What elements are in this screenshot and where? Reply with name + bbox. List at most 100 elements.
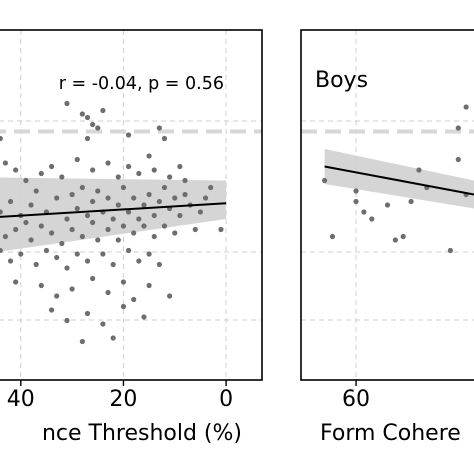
left-data-point (146, 191, 152, 198)
left-data-point (74, 156, 80, 163)
left-data-point (156, 198, 162, 205)
left-data-point (161, 223, 168, 229)
left-data-point (218, 226, 224, 233)
right-fit-line (324, 165, 474, 196)
right-data-point (329, 233, 336, 240)
left-data-point (0, 209, 3, 215)
right-tick-label: 60 (342, 387, 370, 412)
left-data-point (115, 202, 121, 208)
right-panel: Boys 60 Form Cohere (300, 29, 474, 446)
left-data-point (54, 254, 60, 261)
left-data-point (59, 174, 65, 180)
left-data-point (23, 219, 29, 226)
left-data-point (90, 219, 96, 226)
left-data-point (79, 233, 85, 240)
left-data-point (38, 282, 44, 289)
left-data-point (146, 251, 152, 257)
left-data-point (59, 240, 65, 247)
left-data-point (95, 188, 101, 194)
right-data-point (455, 156, 461, 163)
left-data-point (131, 195, 137, 201)
left-data-point (115, 237, 121, 243)
left-data-point (167, 174, 173, 180)
right-data-point (384, 202, 391, 208)
left-data-point (33, 188, 39, 194)
left-data-point (90, 121, 96, 128)
left-data-point (146, 153, 152, 159)
left-data-point (0, 135, 3, 142)
left-data-point (125, 132, 132, 138)
right-data-point (361, 209, 367, 215)
right-plot-frame (300, 29, 474, 381)
right-data-point (392, 237, 398, 243)
left-data-point (84, 212, 91, 219)
left-data-point (177, 212, 183, 219)
right-x-axis-label: Form Cohere (320, 421, 461, 446)
left-data-point (7, 198, 14, 205)
left-data-point (177, 163, 183, 170)
left-data-point (13, 279, 19, 285)
right-regression-line (324, 165, 474, 196)
left-data-point (33, 261, 39, 268)
left-data-point (38, 170, 44, 177)
left-data-point (48, 307, 55, 313)
left-data-point (141, 223, 147, 229)
left-data-point (136, 216, 142, 222)
left-tick-label: 40 (7, 387, 35, 412)
right-data-point (353, 188, 359, 194)
left-data-point (202, 195, 209, 201)
left-data-point (18, 251, 24, 257)
left-data-point (64, 100, 70, 107)
left-data-point (100, 251, 106, 257)
left-data-point (100, 107, 106, 114)
left-data-point (13, 167, 19, 173)
left-data-point (120, 279, 127, 285)
left-data-point (105, 226, 111, 233)
left-data-point (28, 202, 34, 208)
left-data-point (110, 216, 116, 222)
left-data-point (95, 237, 101, 243)
left-data-point (151, 233, 157, 240)
left-data-point (54, 195, 60, 201)
left-data-point (28, 237, 34, 243)
left-data-point (141, 202, 147, 208)
left-data-point (151, 167, 157, 173)
left-data-point (136, 258, 142, 264)
left-data-point (43, 247, 50, 254)
left-data-point (172, 230, 178, 236)
left-data-point (105, 160, 111, 166)
left-data-point (84, 114, 91, 121)
left-data-point (100, 321, 106, 327)
left-data-point (131, 296, 137, 303)
left-data-point (156, 261, 162, 268)
left-data-point (54, 293, 60, 299)
left-data-point (120, 223, 127, 229)
left-data-point (161, 135, 168, 142)
left-data-point (172, 195, 178, 201)
left-data-point (84, 310, 91, 317)
right-gridlines (301, 30, 474, 380)
right-data-point (321, 177, 328, 184)
left-data-point (197, 209, 204, 215)
left-data-point (69, 286, 75, 292)
left-data-point (131, 230, 137, 236)
left-data-point (182, 191, 188, 198)
left-data-point (105, 195, 111, 201)
left-regression-line (0, 202, 227, 218)
left-data-point (182, 177, 188, 184)
left-x-axis-label: nce Threshold (%) (42, 421, 242, 446)
left-panel: r = -0.04, p = 0.56 40 20 0 nce Threshold … (0, 29, 263, 446)
left-data-point (146, 282, 152, 289)
right-scatter-points (321, 104, 469, 254)
left-data-point (167, 293, 173, 299)
right-data-point (416, 167, 422, 173)
left-tick-label: 0 (219, 387, 233, 412)
left-data-point (48, 163, 55, 170)
left-fit-line (0, 202, 227, 218)
left-tick-label: 20 (109, 387, 137, 412)
right-data-point (353, 198, 359, 205)
left-data-point (79, 338, 85, 345)
left-data-point (208, 184, 214, 191)
left-data-point (79, 111, 85, 117)
right-data-point (408, 198, 414, 205)
